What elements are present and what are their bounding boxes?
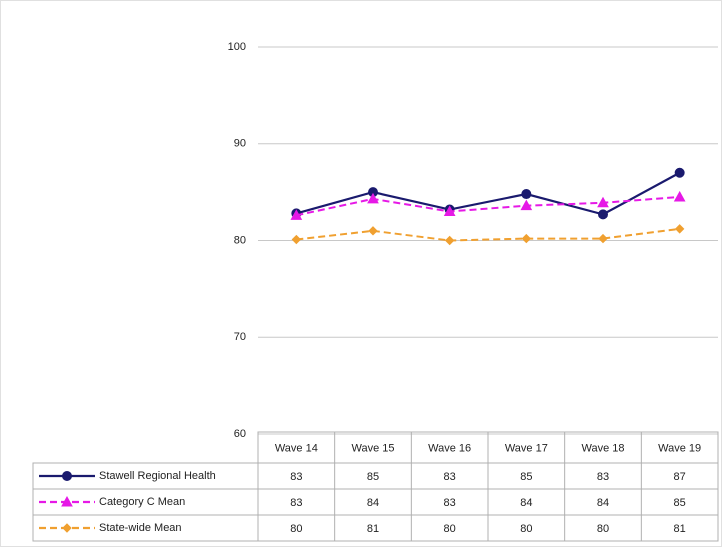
- marker: [673, 190, 686, 202]
- marker: [520, 199, 533, 211]
- marker: [521, 233, 532, 244]
- marker: [598, 233, 608, 244]
- table-value: 83: [444, 497, 456, 509]
- table-value: 85: [674, 497, 686, 509]
- y-tick-label: 60: [234, 428, 246, 440]
- table-value: 85: [520, 471, 532, 483]
- series-line: [296, 227, 680, 242]
- table-value: 80: [597, 523, 609, 535]
- table-value: 84: [597, 497, 609, 509]
- y-tick-label: 100: [228, 41, 246, 53]
- table-value: 80: [520, 523, 532, 535]
- table-value: 85: [367, 471, 379, 483]
- marker: [444, 235, 455, 246]
- marker: [674, 224, 685, 234]
- marker: [598, 209, 608, 220]
- table-value: 80: [444, 523, 456, 535]
- marker: [674, 167, 685, 178]
- table-value: 81: [674, 523, 686, 535]
- marker: [291, 234, 302, 245]
- legend-marker: [62, 471, 72, 481]
- series-line: [296, 171, 681, 216]
- table-value: 83: [290, 497, 302, 509]
- table-value: 83: [290, 471, 302, 483]
- y-tick-label: 80: [234, 234, 246, 246]
- series-line: [296, 195, 680, 217]
- table-value: 87: [674, 471, 686, 483]
- marker: [597, 196, 609, 208]
- table-value: 84: [520, 497, 532, 509]
- x-tick-label: Wave 18: [581, 442, 624, 454]
- legend-label: Category C Mean: [99, 496, 185, 508]
- table-row-frame: [32, 514, 719, 542]
- legend-marker: [61, 495, 73, 507]
- marker: [521, 189, 532, 200]
- x-tick-label: Wave 17: [505, 442, 548, 454]
- legend-label: Stawell Regional Health: [99, 470, 216, 482]
- x-tick-label: Wave 14: [275, 442, 318, 454]
- marker: [368, 226, 378, 236]
- x-tick-label: Wave 16: [428, 442, 471, 454]
- legend-marker: [62, 523, 72, 533]
- x-tick-label: Wave 15: [351, 442, 394, 454]
- x-tick-label: Wave 19: [658, 442, 701, 454]
- table-value: 81: [367, 523, 379, 535]
- marker: [443, 205, 456, 216]
- marker: [367, 192, 379, 204]
- y-tick-label: 90: [234, 138, 246, 150]
- table-value: 83: [597, 471, 609, 483]
- legend-label: State-wide Mean: [99, 522, 182, 534]
- table-value: 80: [290, 523, 302, 535]
- y-tick-label: 70: [234, 331, 246, 343]
- table-value: 83: [444, 471, 456, 483]
- marker: [290, 209, 303, 220]
- table-value: 84: [367, 497, 379, 509]
